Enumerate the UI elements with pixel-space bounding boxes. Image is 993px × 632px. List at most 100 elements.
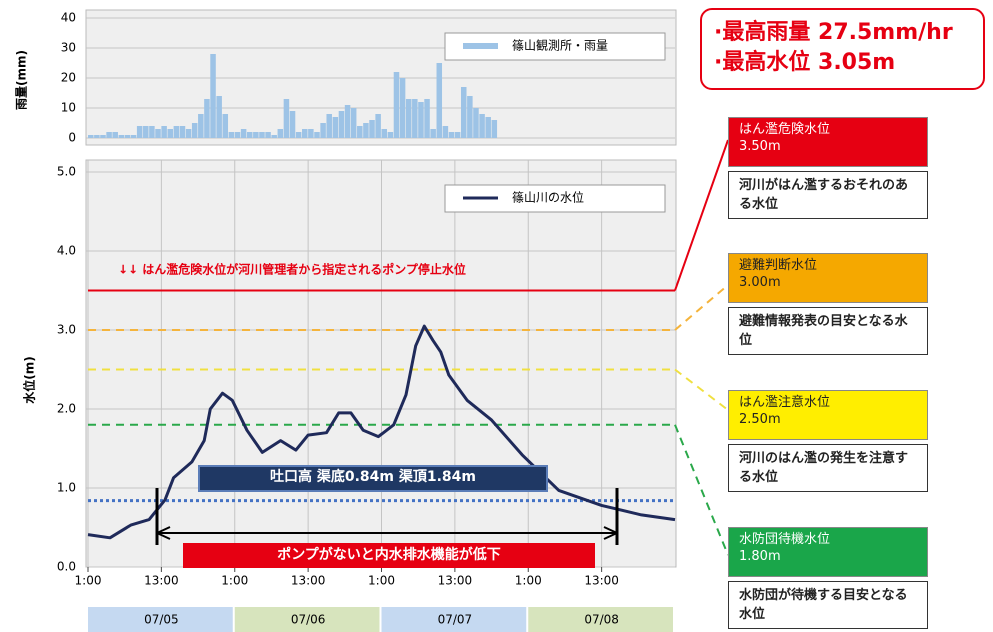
bar	[277, 129, 284, 138]
bar	[222, 114, 229, 138]
bar	[332, 117, 339, 138]
bar	[283, 99, 290, 138]
bar	[259, 132, 265, 138]
summary-line: ·最高水位 3.05m	[714, 50, 896, 75]
date-label: 07/06	[291, 613, 326, 627]
bar	[179, 126, 186, 138]
bar	[387, 132, 394, 138]
level-header: 水防団待機水位 1.80m	[728, 527, 928, 577]
bar	[412, 99, 418, 138]
outlet-label: 吐口高 渠底0.84m 渠頂1.84m	[198, 465, 548, 492]
bar	[191, 123, 198, 138]
bar	[246, 132, 253, 138]
bar	[302, 129, 308, 138]
bar	[295, 132, 302, 138]
bar	[381, 129, 388, 138]
level-description: 河川がはん濫するおそれのある水位	[728, 171, 928, 219]
x-tick-label: 1:00	[221, 574, 248, 588]
level-connector	[674, 139, 729, 291]
bar	[112, 132, 118, 138]
level-header: はん濫注意水位 2.50m	[728, 390, 928, 440]
bar	[320, 123, 326, 138]
y-tick-label: 5.0	[57, 165, 76, 179]
pump-note: ポンプがないと内水排水機能が低下	[183, 543, 595, 568]
bar	[271, 135, 277, 138]
bar	[375, 114, 381, 138]
bar	[424, 99, 430, 138]
bar	[136, 126, 143, 138]
bar	[265, 132, 271, 138]
bar	[94, 135, 100, 138]
bar	[308, 129, 314, 138]
bar	[473, 108, 479, 138]
y-tick-label: 4.0	[57, 244, 76, 258]
bar	[216, 96, 222, 138]
stop-note: ↓↓ はん濫危険水位が河川管理者から指定されるポンプ停止水位	[118, 262, 466, 277]
bar	[405, 99, 412, 138]
bar	[155, 129, 161, 138]
bar	[436, 63, 443, 138]
y-tick-label: 40	[61, 11, 76, 25]
y-tick-label: 3.0	[57, 323, 76, 337]
bar	[442, 126, 449, 138]
bar	[185, 129, 192, 138]
date-label: 07/08	[584, 613, 619, 627]
legend-box	[444, 184, 666, 213]
y-tick-label: 2.0	[57, 402, 76, 416]
bar	[460, 87, 467, 138]
date-band	[528, 607, 673, 632]
bar	[253, 132, 259, 138]
bar	[198, 114, 204, 138]
date-band	[234, 607, 380, 632]
bar	[448, 132, 455, 138]
level-value: 3.00m	[739, 275, 781, 290]
bar	[143, 126, 149, 138]
level-description: 河川のはん濫の発生を注意する水位	[728, 444, 928, 492]
x-tick-label: 13:00	[144, 574, 179, 588]
x-tick-label: 1:00	[368, 574, 395, 588]
level-name: はん濫注意水位	[739, 395, 831, 410]
bar	[228, 132, 235, 138]
bar	[167, 129, 173, 138]
level-value: 2.50m	[739, 412, 781, 427]
arrow-head	[156, 526, 618, 540]
y-tick-label: 1.0	[57, 481, 76, 495]
line	[87, 324, 676, 540]
date-label: 07/05	[144, 613, 179, 627]
x-tick-label: 1:00	[515, 574, 542, 588]
bar	[314, 132, 320, 138]
level-value: 1.80m	[739, 549, 781, 564]
bar	[118, 135, 125, 138]
level-description: 水防団が待機する目安となる水位	[728, 581, 928, 629]
bar	[418, 102, 424, 138]
y-tick-label: 0	[68, 131, 76, 145]
level-name: 水防団待機水位	[739, 532, 831, 547]
bar	[369, 120, 375, 138]
level-header: はん濫危険水位 3.50m	[728, 117, 928, 167]
x-tick-label: 1:00	[75, 574, 102, 588]
bar	[357, 126, 363, 138]
bar	[204, 99, 210, 138]
bar	[491, 120, 498, 138]
level-header: 避難判断水位 3.00m	[728, 253, 928, 303]
bar	[485, 117, 491, 138]
bar	[467, 96, 473, 138]
date-band	[88, 607, 233, 632]
bar	[393, 72, 400, 138]
bar	[326, 114, 332, 138]
bar	[149, 126, 155, 138]
summary-line: ·最高雨量 27.5mm/hr	[714, 20, 953, 45]
bar	[289, 111, 296, 138]
y-tick-label: 10	[61, 101, 76, 115]
level-name: はん濫危険水位	[739, 122, 831, 137]
legend-label: 篠山川の水位	[512, 190, 584, 205]
level-description: 避難情報発表の目安となる水位	[728, 307, 928, 355]
x-tick-label: 13:00	[291, 574, 326, 588]
y-axis-title: 雨量(mm)	[15, 50, 29, 110]
bar	[454, 132, 461, 138]
level-value: 3.50m	[739, 139, 781, 154]
x-tick-label: 13:00	[438, 574, 473, 588]
y-tick-label: 30	[61, 41, 76, 55]
